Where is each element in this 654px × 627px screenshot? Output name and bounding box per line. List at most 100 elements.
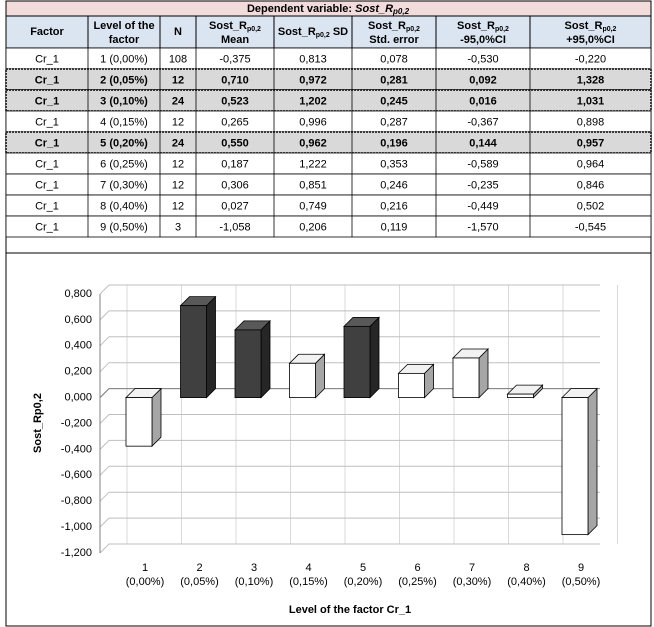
table-cell: -0,235 <box>467 179 498 191</box>
table-cell: 3 <box>175 221 181 233</box>
y-tick-label: 0,400 <box>64 340 92 352</box>
table-cell: 0,710 <box>221 74 249 86</box>
bar-side <box>206 295 216 399</box>
table-cell: -0,530 <box>467 53 498 65</box>
header-sub: p0,2 <box>406 26 420 33</box>
y-tick-label: 0,000 <box>64 392 92 404</box>
header-line2: Std. error <box>369 34 419 46</box>
table-cell: 24 <box>172 95 185 107</box>
table-cell: -1,570 <box>467 221 498 233</box>
table-cell: 0,972 <box>299 74 327 86</box>
grid-line <box>99 439 600 450</box>
grid-line <box>99 517 600 528</box>
title-var: Sost_R <box>355 3 393 15</box>
table-cell: 0,119 <box>381 221 408 233</box>
table-cell: 7 (0,30%) <box>100 179 148 191</box>
table-cell: 0,281 <box>380 74 408 86</box>
header-sub: p0,2 <box>316 32 330 39</box>
header-sub: p0,2 <box>247 26 261 33</box>
table-cell: 1,222 <box>299 158 327 170</box>
table-cell: 0,187 <box>221 158 249 170</box>
y-tick-label: 0,800 <box>64 288 92 300</box>
table-cell: 1,328 <box>577 74 605 86</box>
y-tick-label: -0,200 <box>61 417 92 429</box>
table-cell: 1,031 <box>577 95 605 107</box>
table-cell: 0,016 <box>469 95 497 107</box>
table-cell: 0,749 <box>299 200 327 212</box>
header-bg <box>5 15 652 49</box>
x-axis-label: Level of the factor Cr_1 <box>289 604 411 616</box>
table-cell: Cr_1 <box>35 158 59 170</box>
x-tick-label: 4 (0,15%) <box>289 562 328 588</box>
y-tick-label: 0,600 <box>64 314 92 326</box>
bar-side <box>369 316 380 399</box>
y-tick-label: -0,400 <box>61 443 92 455</box>
table-cell: 0,206 <box>299 221 327 233</box>
table-cell: 8 (0,40%) <box>100 200 148 212</box>
grid-line <box>99 465 600 476</box>
table-cell: 0,216 <box>380 200 408 212</box>
table-cell: Cr_1 <box>35 200 59 212</box>
header-cell: N <box>174 26 182 38</box>
table-cell: Cr_1 <box>35 179 59 191</box>
y-tick-label: -1,000 <box>61 521 92 533</box>
header-cell: Sost_Rp0,2 <box>457 20 509 33</box>
table-cell: 0,196 <box>380 137 408 149</box>
table-cell: 3 (0,10%) <box>100 95 148 107</box>
y-tick-label: -0,600 <box>61 469 92 481</box>
zero-floor <box>99 388 600 398</box>
grid-line <box>99 543 600 554</box>
header-sub: p0,2 <box>495 26 509 33</box>
table-cell: 0,287 <box>380 116 408 128</box>
table-cell: 12 <box>172 200 184 212</box>
y-tick-label: -1,200 <box>61 547 92 559</box>
header-text: N <box>174 26 182 38</box>
header-cell: Factor <box>30 26 64 38</box>
header-text: Factor <box>30 26 64 38</box>
header-line2: +95,0%CI <box>566 34 615 46</box>
x-tick-label: 9 (0,50%) <box>562 562 601 588</box>
bar-side <box>587 387 598 536</box>
table-cell: Cr_1 <box>35 53 59 65</box>
table-cell: 6 (0,25%) <box>100 158 148 170</box>
title-prefix: Dependent variable: <box>247 3 355 15</box>
y-axis-label: Sost_Rp0,2 <box>32 393 44 453</box>
table-cell: Cr_1 <box>35 74 59 86</box>
table-cell: 0,957 <box>577 137 605 149</box>
bar <box>343 325 371 398</box>
table-cell: 2 (0,05%) <box>100 74 148 86</box>
x-tick-label: 3 (0,10%) <box>235 562 274 588</box>
x-tick-label: 2 (0,05%) <box>180 562 219 588</box>
grid-line <box>99 362 600 373</box>
bar <box>234 329 262 398</box>
table-cell: 0,523 <box>221 95 249 107</box>
table-cell: 0,996 <box>299 116 327 128</box>
table-cell: 12 <box>172 116 184 128</box>
table-cell: 0,027 <box>221 200 249 212</box>
x-tick-label: 1 (0,00%) <box>126 562 165 588</box>
bar-side <box>151 387 162 448</box>
header-cell: Sost_Rp0,2 <box>565 20 617 33</box>
bar <box>561 397 589 536</box>
table-cell: 0,144 <box>469 137 497 149</box>
header-text: Sost_R <box>565 20 603 32</box>
header-cell: Level of the <box>93 20 154 32</box>
table-cell: 24 <box>172 137 185 149</box>
table-cell: 0,962 <box>299 137 327 149</box>
grid-line <box>99 414 600 424</box>
header-after: SD <box>330 26 348 38</box>
table-cell: 12 <box>172 74 184 86</box>
grid-line <box>99 336 600 347</box>
grid-line <box>99 284 600 295</box>
bar <box>398 372 425 399</box>
x-tick-label: 7 (0,30%) <box>453 562 492 588</box>
header-line2: -95,0%CI <box>460 34 506 46</box>
bar <box>452 357 480 398</box>
table-cell: 5 (0,20%) <box>100 137 148 149</box>
table-cell: -0,220 <box>575 53 606 65</box>
header-cell: Sost_Rp0,2 <box>209 20 261 33</box>
x-tick-label: 5 (0,20%) <box>344 562 383 588</box>
header-text: Sost_R <box>457 20 495 32</box>
header-text: Level of the <box>93 20 154 32</box>
